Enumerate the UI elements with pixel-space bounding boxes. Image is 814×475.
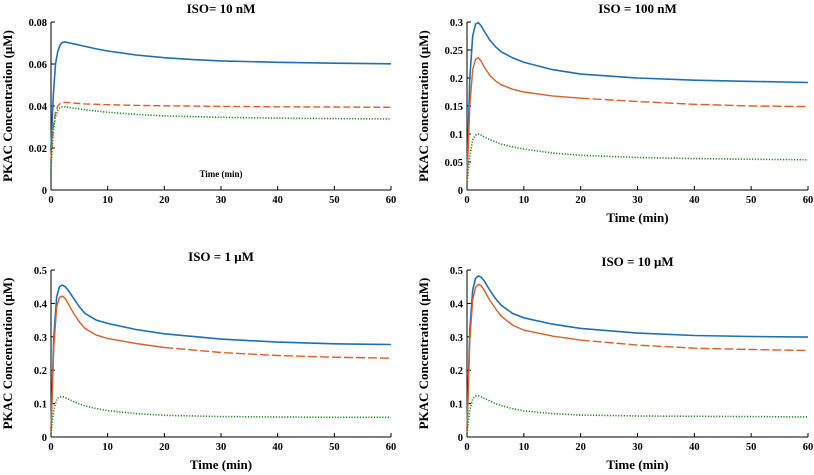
- x-tick-label: 60: [803, 442, 814, 453]
- series-line-orange-dashed: [580, 97, 809, 108]
- series-line-orange-solid: [466, 283, 581, 433]
- series-line-green: [50, 106, 392, 170]
- y-tick-label: 0.4: [450, 299, 464, 310]
- y-tick-label: 0.04: [29, 102, 48, 113]
- y-tick-label: 0.05: [445, 158, 463, 169]
- x-tick-label: 20: [159, 442, 170, 453]
- x-tick-label: 40: [272, 195, 283, 206]
- x-tick-label: 0: [464, 195, 469, 206]
- panel-iso-1um: ISO = 1 μM 0 10 20 30 40 50 60 0 0.1 0.2 0.3 0.4 0.5 T…: [0, 249, 396, 472]
- chart-title: ISO = 10 μM: [601, 254, 673, 269]
- x-axis-label: Time (min): [606, 457, 668, 472]
- series-line-green: [466, 395, 809, 434]
- panel-iso-100nm: ISO = 100 nM 0 10 20 30 40 50 60 0 0.05 0.1 0.15 0.2…: [416, 1, 813, 225]
- x-tick-label: 0: [48, 442, 53, 453]
- x-tick-label: 50: [746, 195, 757, 206]
- series-line-orange-solid: [50, 295, 165, 433]
- x-tick-label: 50: [746, 442, 757, 453]
- y-tick-label: 0.02: [29, 144, 47, 155]
- panel-iso-10um: ISO = 10 μM 0 10 20 30 40 50 60 0 0.1 0.2 0.3 0.4 0.5…: [416, 254, 813, 472]
- y-axis-label: PKAC Concentration (μM): [0, 278, 15, 430]
- y-tick-label: 0: [458, 186, 463, 197]
- x-tick-label: 50: [329, 442, 340, 453]
- y-tick-label: 0.3: [450, 333, 463, 344]
- x-tick-label: 60: [803, 195, 814, 206]
- x-axis-label: Time (min): [606, 210, 668, 225]
- x-tick-label: 0: [464, 442, 469, 453]
- x-tick-label: 30: [632, 195, 643, 206]
- x-tick-label: 40: [689, 195, 700, 206]
- series-line-orange-dashed: [164, 346, 392, 359]
- y-axis-label: PKAC Concentration (μM): [416, 278, 431, 430]
- y-tick-label: 0.1: [34, 400, 47, 411]
- y-tick-label: 0.3: [450, 18, 463, 29]
- x-tick-label: 30: [216, 442, 227, 453]
- series-line-green: [466, 133, 809, 185]
- y-tick-label: 0.25: [445, 46, 463, 57]
- x-tick-label: 40: [272, 442, 283, 453]
- y-tick-label: 0.5: [34, 266, 47, 277]
- series-line-blue: [466, 21, 809, 179]
- y-tick-label: 0.1: [450, 130, 463, 141]
- x-tick-label: 20: [159, 195, 170, 206]
- y-tick-label: 0.08: [29, 18, 47, 29]
- series-line-orange-dashed: [580, 339, 809, 352]
- x-tick-label: 40: [689, 442, 700, 453]
- x-tick-label: 30: [632, 442, 643, 453]
- series-line-orange-solid: [466, 56, 581, 182]
- y-axis-label: PKAC Concentration (μM): [0, 30, 15, 182]
- y-tick-label: 0.2: [450, 366, 463, 377]
- x-tick-label: 0: [48, 195, 53, 206]
- x-tick-label: 10: [102, 442, 113, 453]
- x-axis-label: Time (min): [190, 457, 252, 472]
- series-line-blue: [50, 284, 392, 431]
- series-line-orange: [50, 101, 392, 159]
- x-tick-label: 20: [575, 195, 586, 206]
- chart-title: ISO = 100 nM: [598, 1, 677, 16]
- y-tick-label: 0: [42, 186, 47, 197]
- series-line-green: [50, 395, 391, 434]
- y-tick-label: 0.5: [450, 266, 463, 277]
- y-tick-label: 0.06: [29, 60, 47, 71]
- series-line-blue: [466, 275, 809, 431]
- y-tick-label: 0.2: [450, 74, 463, 85]
- chart-title: ISO= 10 nM: [187, 1, 256, 16]
- y-tick-label: 0.4: [34, 299, 48, 310]
- y-tick-label: 0.15: [445, 102, 463, 113]
- x-tick-label: 30: [216, 195, 227, 206]
- x-tick-label: 60: [386, 195, 397, 206]
- panel-iso-10nm: ISO= 10 nM 0 10 20 30 40 50 60 0 0.02 0.04 0.06 0.08…: [0, 1, 396, 206]
- x-tick-label: 20: [575, 442, 586, 453]
- y-tick-label: 0: [458, 433, 463, 444]
- y-tick-label: 0.2: [34, 366, 47, 377]
- x-tick-label: 10: [519, 442, 530, 453]
- chart-title: ISO = 1 μM: [188, 249, 254, 264]
- y-tick-label: 0.1: [450, 400, 463, 411]
- y-axis-label: PKAC Concentration (μM): [416, 30, 431, 182]
- y-tick-label: 0: [42, 433, 47, 444]
- x-tick-label: 10: [102, 195, 113, 206]
- series-line-blue: [50, 41, 392, 149]
- x-tick-label: 10: [519, 195, 530, 206]
- x-tick-label: 50: [329, 195, 340, 206]
- x-axis-label: Time (min): [199, 169, 242, 179]
- y-tick-label: 0.3: [34, 333, 47, 344]
- x-tick-label: 60: [386, 442, 397, 453]
